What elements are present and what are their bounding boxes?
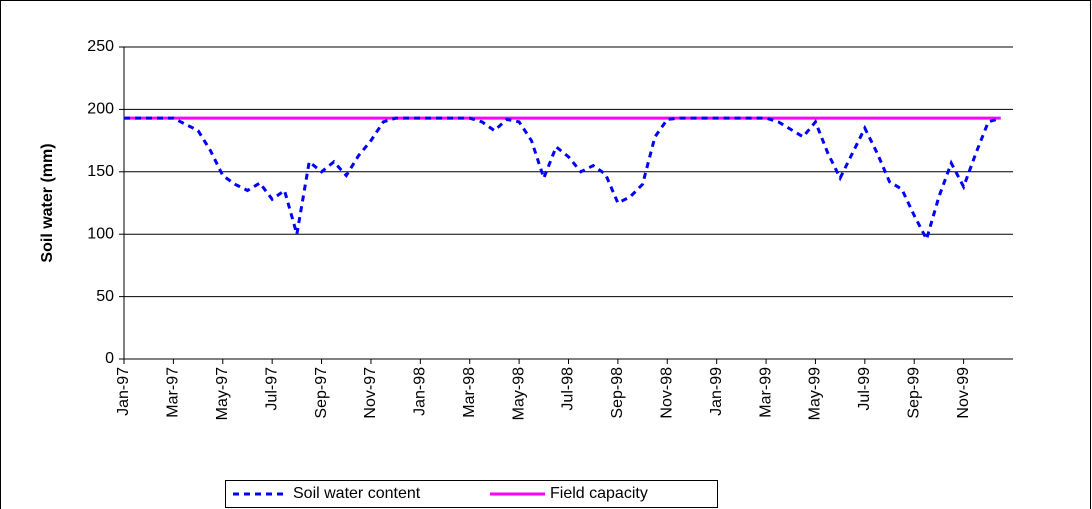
x-tick-label: Nov-97	[362, 367, 379, 419]
x-tick-label: Jul-97	[263, 367, 280, 411]
x-tick-label: Sep-97	[313, 367, 330, 419]
x-tick-label: Mar-99	[757, 367, 774, 418]
x-tick-label: Nov-99	[955, 367, 972, 419]
x-tick-label: Sep-98	[609, 367, 626, 419]
y-tick-label: 0	[105, 350, 114, 367]
x-tick-label: Jan-98	[412, 367, 429, 416]
x-tick-label: Jul-99	[856, 367, 873, 411]
x-tick-label: Mar-98	[461, 367, 478, 418]
y-tick-label: 50	[96, 288, 114, 305]
legend-box	[225, 480, 718, 508]
y-tick-label: 250	[87, 38, 114, 55]
x-tick-label: Nov-98	[658, 367, 675, 419]
x-tick-label: May-99	[807, 367, 824, 420]
legend-label: Soil water content	[293, 485, 421, 502]
y-axis-label: Soil water (mm)	[39, 143, 56, 262]
x-tick-label: May-97	[214, 367, 231, 420]
x-tick-label: May-98	[510, 367, 527, 420]
y-tick-label: 200	[87, 101, 114, 118]
data-line	[124, 116, 1002, 244]
y-tick-label: 150	[87, 163, 114, 180]
y-tick-label: 100	[87, 225, 114, 242]
x-tick-label: Mar-97	[165, 367, 182, 418]
legend-label: Field capacity	[550, 485, 648, 502]
x-tick-label: Jan-97	[115, 367, 132, 416]
x-tick-label: Jul-98	[560, 367, 577, 411]
x-tick-label: Jan-99	[708, 367, 725, 416]
x-tick-label: Sep-99	[905, 367, 922, 419]
